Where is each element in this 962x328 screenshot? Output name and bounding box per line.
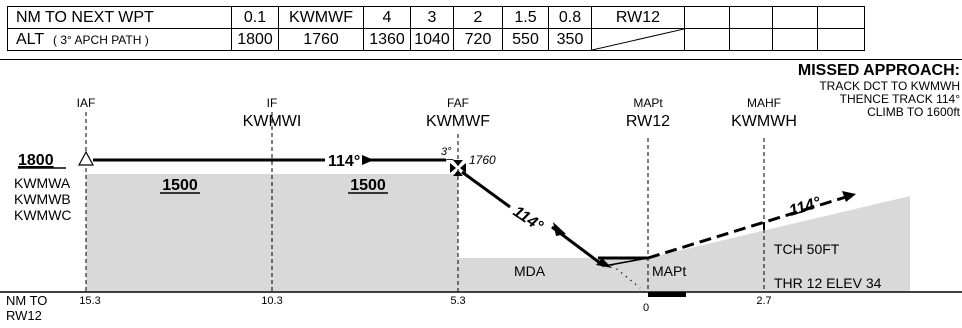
fix-name-mapt: RW12 [626,113,670,130]
fix-role-mapt: MAPt [633,96,663,110]
faf-altitude: 1760 [469,153,496,167]
table-cell: 1760 [278,28,364,51]
table-cell-diagonal [591,28,685,51]
arrow-head-icon [553,222,566,236]
final-segment [461,170,511,209]
runway-bar [648,292,686,297]
iaf-triangle-icon [77,150,95,166]
waypoint-label: KWMWB [14,191,71,207]
missed-approach-line: CLIMB TO 1600ft [867,105,960,119]
table-cell: 350 [548,28,592,51]
faf-cross-icon [450,160,466,176]
axis-label-line1: NM TO [6,293,47,308]
iaf-altitude: 1800 [18,152,54,169]
waypoint-label: KWMWA [14,175,71,191]
table-row-altitude: ALT ( 3° APCH PATH ) 1800 1760 1360 1040… [7,28,865,51]
missed-approach-path [647,195,847,260]
arrow-head-icon [596,258,612,268]
fix-name-mahf: KWMWH [731,113,797,130]
fix-role-faf: FAF [447,96,469,110]
terrain-block-final [458,258,648,291]
table-cell: 1360 [363,28,411,51]
missed-track-label: 114° [787,194,823,220]
terrain-block-missed [648,196,910,291]
fix-role-mahf: MAHF [747,96,781,110]
fix-role-if: IF [267,96,278,110]
tch-label: TCH 50FT [774,241,840,257]
diagonal-slash [592,29,684,50]
axis-label-line2: RW12 [6,308,42,323]
threshold-label: THR 12 ELEV 34 [774,275,882,291]
waypoint-label: KWMWC [14,207,72,223]
row-label-distance: NM TO NEXT WPT [7,6,232,29]
distance-tick-label: 5.3 [450,295,465,307]
table-cell [817,28,865,51]
missed-approach-line: THENCE TRACK 114° [839,92,960,106]
table-cell: 550 [502,28,549,51]
distance-tick-label: 10.3 [261,295,282,307]
distance-altitude-table: NM TO NEXT WPT 0.1 KWMWF 4 3 2 1.5 0.8 R… [0,0,962,60]
mda-joint [603,257,649,267]
fix-name-faf: KWMWF [426,113,490,130]
glidepath-arc [445,158,458,163]
table-cell: 1040 [410,28,454,51]
mapt-label: MAPt [652,263,686,279]
table-cell: 1800 [231,28,279,51]
distance-tick-label: 2.7 [756,295,771,307]
approach-table: NM TO NEXT WPT 0.1 KWMWF 4 3 2 1.5 0.8 R… [7,6,865,51]
visual-segment-dotted [611,264,641,289]
missed-approach-line: TRACK DCT TO KWMWH [819,79,960,93]
segment-altitude-2: 1500 [350,177,386,194]
track-label: 114° [328,153,360,170]
table-cell: 720 [453,28,503,51]
distance-tick-label: 0 [643,302,649,314]
table-cell: RW12 [591,6,685,29]
distance-tick-label: 15.3 [79,295,100,307]
glidepath-angle: 3° [441,146,452,158]
alt-label-sub: ( 3° APCH PATH ) [53,32,149,47]
fix-role-iaf: IAF [77,96,96,110]
missed-approach-title: MISSED APPROACH: [797,62,960,79]
segment-altitude-1: 1500 [162,177,198,194]
final-track-label: 114° [510,203,546,235]
panel-divider [0,59,962,60]
mda-label: MDA [514,263,546,279]
arrow-head-icon [362,155,374,165]
fix-name-if: KWMWI [243,113,302,130]
missed-approach-note: MISSED APPROACH: TRACK DCT TO KWMWH THEN… [798,62,960,119]
alt-label: ALT [16,30,45,48]
arrow-head-icon [842,191,856,202]
